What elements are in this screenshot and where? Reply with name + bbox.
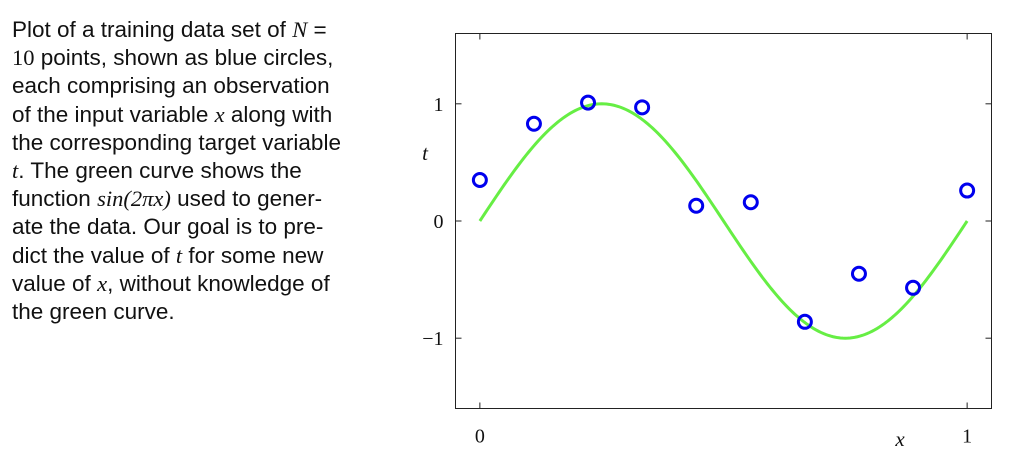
caption-line: ate the data. Our goal is to pre- — [12, 213, 394, 241]
caption-segment: dict the value of — [12, 242, 176, 268]
caption-segment: Plot of a training data set of — [12, 17, 293, 42]
caption-segment: points, shown as blue circles, — [34, 45, 334, 71]
y-axis-label: t — [422, 141, 429, 165]
tick-labels: 0 1 −1 0 1 — [422, 94, 972, 448]
caption-segment: for some new — [182, 242, 324, 268]
caption-line: dict the value of t for some new — [12, 242, 394, 270]
caption-line: each comprising an observation — [12, 72, 394, 100]
caption-segment: each comprising an observation — [12, 73, 330, 99]
caption-line: function sin(2πx) used to gener- — [12, 185, 394, 213]
caption-segment: 10 — [12, 45, 35, 71]
caption-segment: , without knowledge of — [107, 270, 330, 296]
data-point — [742, 194, 759, 211]
caption-segment: sin(2πx) — [97, 186, 171, 212]
caption-segment: used to gener- — [170, 186, 323, 212]
caption-line: the green curve. — [12, 298, 394, 326]
caption-line: Plot of a training data set of N = — [12, 16, 394, 44]
caption-segment: N — [292, 17, 308, 42]
caption-segment: x — [97, 270, 108, 296]
caption-line: 10 points, shown as blue circles, — [12, 44, 394, 72]
data-point — [688, 197, 705, 214]
data-point — [850, 265, 867, 282]
x-axis-label: x — [894, 427, 905, 451]
y-tick-label: 1 — [434, 94, 444, 116]
green-curve — [478, 102, 969, 340]
caption-segment: of the input variable — [12, 101, 215, 127]
data-point — [959, 182, 976, 199]
caption-segment: value of — [12, 270, 98, 296]
caption-line: the corresponding target variable — [12, 129, 394, 157]
figure-caption: Plot of a training data set of N = 10 poi… — [12, 16, 394, 326]
caption-segment: the green curve. — [12, 299, 175, 325]
axis-ticks — [455, 33, 992, 409]
y-tick-label: 0 — [434, 211, 444, 233]
caption-segment: along with — [224, 101, 333, 127]
data-point — [525, 115, 542, 132]
x-tick-label: 0 — [475, 426, 485, 448]
caption-segment: t — [12, 158, 19, 184]
data-point — [905, 279, 922, 296]
caption-segment: x — [214, 101, 225, 127]
caption-segment: function — [12, 186, 98, 212]
x-tick-label: 1 — [962, 426, 972, 448]
caption-line: of the input variable x along with — [12, 101, 394, 129]
caption-segment: ate the data. Our goal is to pre- — [12, 214, 324, 240]
caption-segment: the corresponding target variable — [12, 129, 341, 155]
y-tick-label: −1 — [422, 328, 443, 350]
data-point — [471, 171, 488, 188]
caption-line: t. The green curve shows the — [12, 157, 394, 185]
data-points — [471, 94, 976, 330]
data-point — [634, 99, 651, 116]
caption-segment: t — [175, 242, 183, 268]
data-point — [580, 94, 597, 111]
caption-segment: . The green curve shows the — [18, 158, 302, 184]
caption-line: value of x, without knowledge of — [12, 270, 394, 298]
caption-segment: = — [307, 17, 327, 42]
data-point — [796, 313, 813, 330]
